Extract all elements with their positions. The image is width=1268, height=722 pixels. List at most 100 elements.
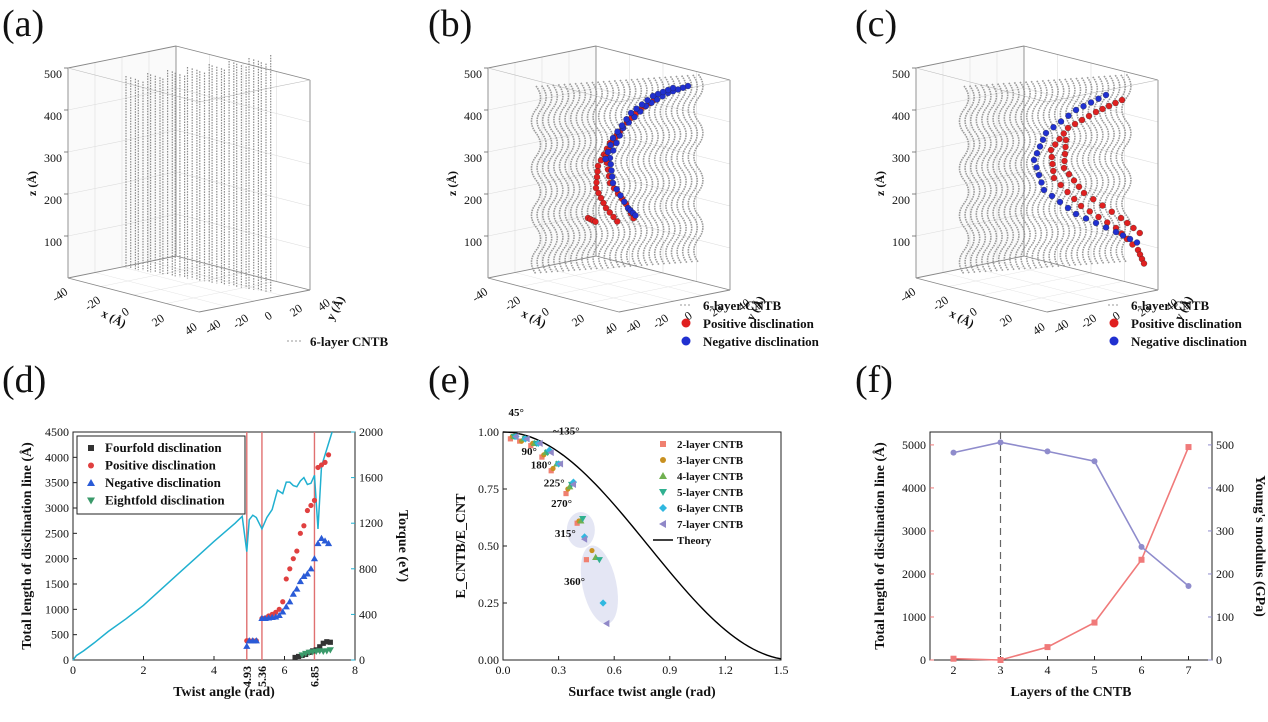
data-point bbox=[324, 539, 333, 547]
data-point bbox=[523, 435, 530, 443]
positive-disclination-bead bbox=[1086, 208, 1093, 215]
angle-annotation: ~135° bbox=[553, 425, 580, 437]
positive-disclination-bead bbox=[610, 213, 617, 221]
negative-disclination-bead bbox=[638, 101, 646, 108]
x-axis-label: Surface twist angle (rad) bbox=[568, 685, 716, 700]
y-axis-label: Total length of disclination line (Å) bbox=[872, 442, 888, 650]
cnt-tube-twisted bbox=[603, 80, 615, 270]
positive-disclination-bead bbox=[1060, 164, 1068, 172]
negative-disclination-bead bbox=[1056, 198, 1064, 206]
data-point bbox=[296, 653, 302, 660]
x-tick-label: 0.3 bbox=[551, 663, 566, 677]
positive-disclination-bead bbox=[1099, 105, 1106, 113]
data-point bbox=[314, 539, 322, 547]
data-point bbox=[579, 516, 587, 523]
legend-cntb-a: 6-layer CNTB bbox=[310, 334, 388, 349]
z-tick-label: 100 bbox=[44, 235, 62, 249]
positive-disclination-bead bbox=[1061, 150, 1069, 158]
data-point bbox=[273, 609, 279, 615]
negative-disclination-bead bbox=[617, 192, 624, 199]
y-tick-label: 0 bbox=[63, 653, 69, 667]
negative-disclination-bead bbox=[614, 128, 621, 135]
negative-disclination-bead bbox=[1102, 224, 1110, 231]
data-point bbox=[556, 460, 564, 468]
cnt-tube-twisted bbox=[659, 76, 671, 266]
axis-edge bbox=[618, 289, 731, 313]
negative-disclination-bead bbox=[632, 212, 639, 219]
torque-line bbox=[72, 431, 333, 661]
negative-disclination-bead bbox=[1035, 171, 1043, 179]
legend-neg-b: Negative disclination bbox=[703, 334, 820, 349]
y2-tick-label: 200 bbox=[1216, 567, 1234, 581]
cnt-tube-twisted bbox=[614, 79, 626, 269]
negative-disclination-bead bbox=[631, 113, 638, 121]
x-tick-label: 40 bbox=[1030, 320, 1048, 338]
data-point bbox=[326, 647, 334, 654]
negative-disclination-bead bbox=[1030, 156, 1038, 164]
data-point bbox=[997, 657, 1004, 663]
data-point bbox=[1091, 458, 1098, 465]
legend-pos-marker-c bbox=[1109, 318, 1119, 328]
cnt-tube-twisted bbox=[575, 82, 587, 272]
y-tick-label: 4000 bbox=[45, 450, 69, 464]
negative-disclination-bead bbox=[1126, 235, 1134, 243]
y-tick-label: 2500 bbox=[45, 526, 69, 540]
y-tick-label: 20 bbox=[287, 301, 305, 319]
data-point bbox=[294, 548, 300, 554]
positive-disclination-bead bbox=[1057, 181, 1064, 189]
negative-disclination-bead bbox=[1033, 150, 1041, 157]
z-tick-label: 200 bbox=[44, 193, 62, 207]
z-tick-label: 300 bbox=[464, 151, 482, 165]
positive-disclination-bead bbox=[1124, 219, 1131, 227]
x-tick-label: -40 bbox=[897, 284, 918, 305]
negative-disclination-bead bbox=[1048, 192, 1056, 200]
data-point bbox=[563, 490, 569, 497]
x-tick-label: 4 bbox=[1045, 663, 1051, 677]
data-point bbox=[1091, 619, 1098, 626]
cnt-tube-twisted bbox=[958, 85, 970, 275]
x-tick-label: 40 bbox=[182, 320, 200, 338]
positive-disclination-bead bbox=[1095, 213, 1102, 221]
axis-edge bbox=[915, 277, 1048, 313]
data-point bbox=[286, 598, 294, 605]
positive-disclination-bead bbox=[1061, 157, 1068, 165]
cnt-tube-twisted bbox=[1031, 80, 1043, 270]
negative-disclination-bead bbox=[1092, 219, 1100, 227]
data-point bbox=[297, 530, 303, 536]
axis-edge bbox=[198, 289, 311, 313]
y-tick-label: 4500 bbox=[45, 425, 69, 439]
positive-disclination-bead bbox=[1108, 208, 1115, 215]
positive-disclination-bead bbox=[1112, 99, 1119, 107]
cnt-tube-twisted bbox=[681, 74, 693, 264]
z-tick-label: 100 bbox=[464, 235, 482, 249]
z-tick-label: 500 bbox=[892, 67, 910, 81]
data-point bbox=[276, 606, 282, 612]
highlight-ellipse bbox=[580, 545, 618, 625]
axis-edge bbox=[67, 67, 200, 103]
positive-disclination-bead bbox=[1099, 202, 1106, 209]
positive-disclination-bead bbox=[1052, 141, 1059, 148]
angle-annotation: 90° bbox=[522, 446, 537, 458]
panel-a-legend: 6-layer CNTB bbox=[287, 334, 388, 349]
plot-frame bbox=[929, 431, 1213, 661]
z-axis-label: z (Å) bbox=[445, 171, 459, 196]
y-tick-label: 1000 bbox=[45, 602, 69, 616]
z-axis-label: z (Å) bbox=[25, 171, 39, 196]
positive-disclination-bead bbox=[1075, 183, 1083, 190]
panel-label-d: (d) bbox=[2, 359, 46, 401]
legend-marker bbox=[88, 462, 94, 469]
data-point bbox=[310, 555, 319, 562]
y-tick-label: 3500 bbox=[45, 476, 69, 490]
data-point bbox=[545, 446, 553, 454]
negative-disclination-bead bbox=[1072, 106, 1080, 114]
cnt-tube-twisted bbox=[687, 74, 699, 264]
legend-label: Theory bbox=[677, 535, 712, 547]
negative-disclination-bead bbox=[618, 122, 626, 129]
floor-grid bbox=[541, 266, 675, 302]
cnt-tube-twisted bbox=[609, 79, 620, 269]
positive-disclination-bead bbox=[1056, 135, 1063, 143]
negative-disclination-bead bbox=[1102, 91, 1110, 99]
z-tick-label: 500 bbox=[464, 67, 482, 81]
legend-label: 2-layer CNTB bbox=[677, 439, 744, 451]
data-point bbox=[304, 507, 311, 514]
